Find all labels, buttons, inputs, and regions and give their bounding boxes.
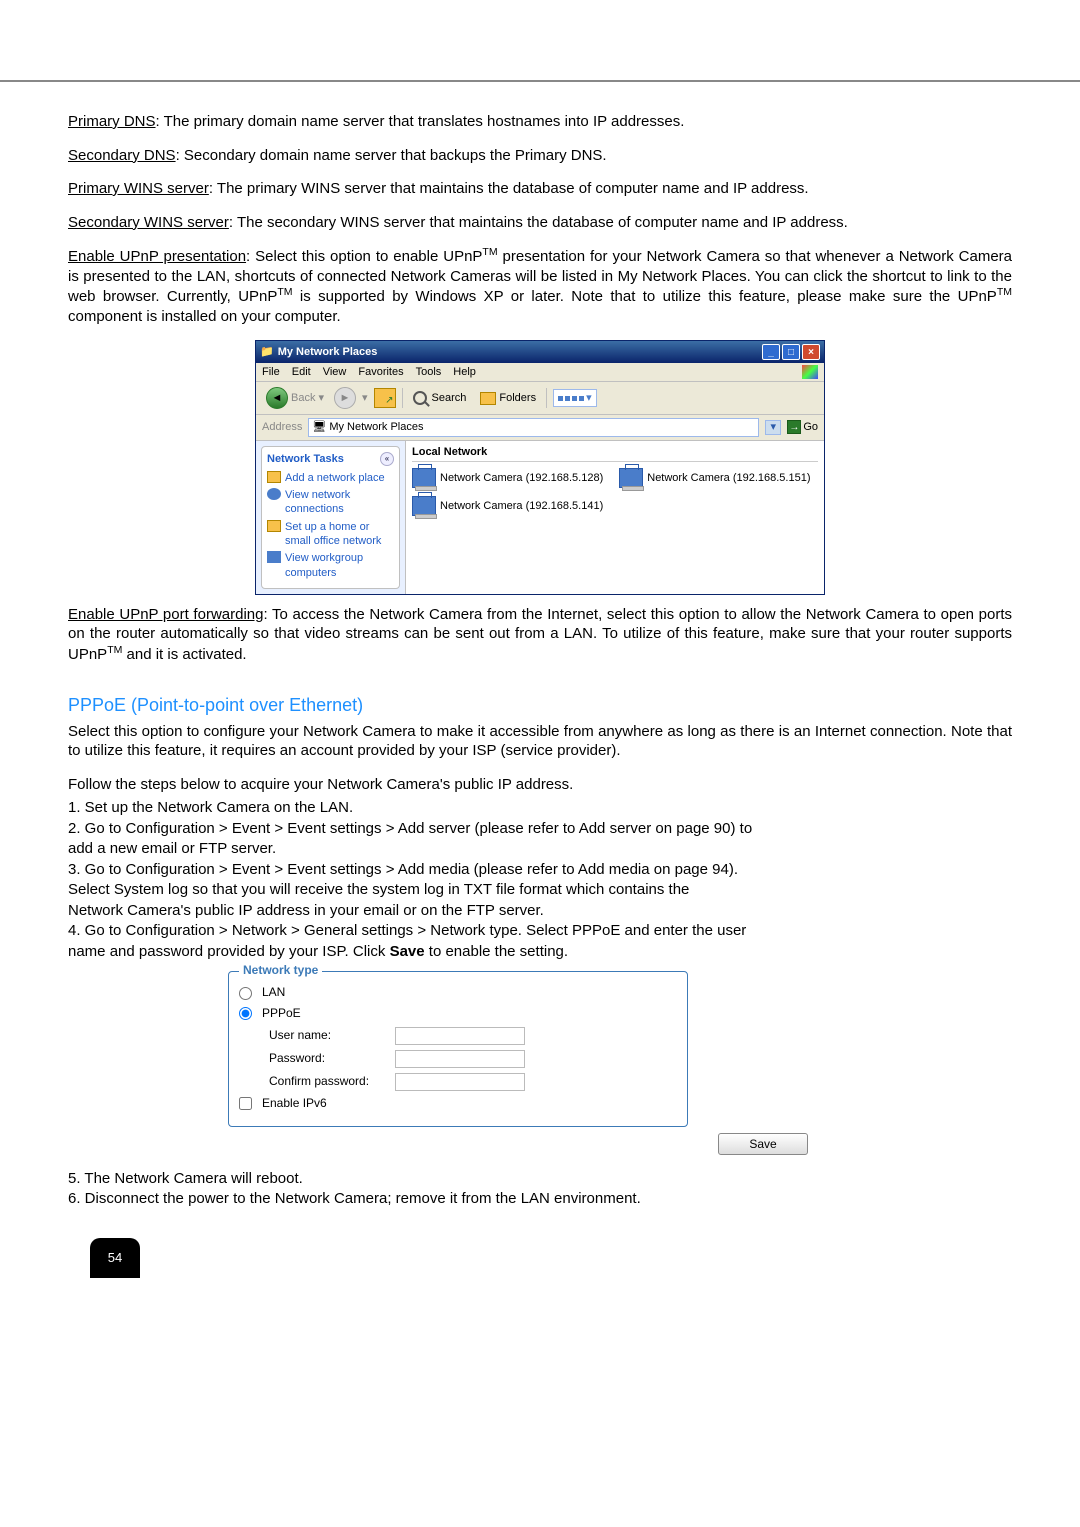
maximize-button[interactable]: □ (782, 344, 800, 360)
network-tasks-header[interactable]: Network Tasks « (267, 452, 394, 466)
window-titlebar[interactable]: 📁 My Network Places _ □ × (256, 341, 824, 363)
address-dropdown[interactable]: ▾ (765, 420, 781, 435)
save-button[interactable]: Save (718, 1133, 808, 1155)
primary-dns-text: : The primary domain name server that tr… (156, 113, 685, 130)
task-setup-network[interactable]: Set up a home or small office network (267, 520, 394, 549)
camera-icon (412, 468, 436, 488)
password-input[interactable] (395, 1050, 525, 1068)
menu-tools[interactable]: Tools (416, 365, 442, 379)
search-button[interactable]: Search (409, 390, 471, 406)
secondary-dns-text: : Secondary domain name server that back… (176, 147, 607, 164)
upnp-port-para: Enable UPnP port forwarding: To access t… (68, 605, 1012, 665)
my-network-places-window: 📁 My Network Places _ □ × File Edit View… (255, 340, 825, 595)
primary-dns-label: Primary DNS (68, 113, 156, 130)
secondary-wins-label: Secondary WINS server (68, 214, 229, 231)
secondary-dns-para: Secondary DNS: Secondary domain name ser… (68, 146, 1012, 166)
back-button[interactable]: ◄Back▾ (262, 386, 328, 410)
pppoe-intro: Select this option to configure your Net… (68, 722, 1012, 761)
camera-item[interactable]: Network Camera (192.168.5.141) (412, 496, 603, 516)
username-row: User name: (239, 1027, 677, 1045)
close-button[interactable]: × (802, 344, 820, 360)
password-row: Password: (239, 1050, 677, 1068)
windows-flag-icon (802, 365, 818, 379)
forward-button[interactable]: ► (334, 387, 356, 409)
address-bar: Address 🖥 My Network Places ▾ →Go (256, 415, 824, 440)
minimize-button[interactable]: _ (762, 344, 780, 360)
primary-wins-para: Primary WINS server: The primary WINS se… (68, 179, 1012, 199)
lan-option[interactable]: LAN (239, 985, 677, 1001)
primary-wins-text: : The primary WINS server that maintains… (209, 180, 809, 197)
pppoe-title: PPPoE (Point-to-point over Ethernet) (68, 694, 1012, 717)
address-field[interactable]: 🖥 My Network Places (308, 418, 759, 436)
confirm-row: Confirm password: (239, 1073, 677, 1091)
local-network-header: Local Network (412, 443, 818, 462)
address-value: My Network Places (329, 420, 423, 434)
menu-view[interactable]: View (323, 365, 347, 379)
upnp-presentation-para: Enable UPnP presentation: Select this op… (68, 246, 1012, 326)
folders-button[interactable]: Folders (476, 390, 540, 406)
menu-favorites[interactable]: Favorites (358, 365, 403, 379)
menu-file[interactable]: File (262, 365, 280, 379)
up-button[interactable] (374, 388, 396, 408)
secondary-dns-label: Secondary DNS (68, 147, 176, 164)
toolbar: ◄Back▾ ►▾ Search Folders ▾ (256, 382, 824, 415)
ipv6-row[interactable]: Enable IPv6 (239, 1096, 677, 1112)
lan-radio[interactable] (239, 987, 252, 1000)
pppoe-radio[interactable] (239, 1007, 252, 1020)
folder-add-icon (267, 471, 281, 483)
menu-bar: File Edit View Favorites Tools Help (256, 363, 824, 382)
pppoe-follow: Follow the steps below to acquire your N… (68, 775, 1012, 795)
main-pane: Local Network Network Camera (192.168.5.… (406, 441, 824, 594)
network-type-fieldset: Network type LAN PPPoE User name: Passwo… (228, 971, 688, 1127)
folder-icon (480, 392, 496, 405)
pppoe-option[interactable]: PPPoE (239, 1006, 677, 1022)
network-setup-icon (267, 520, 281, 532)
collapse-icon: « (380, 452, 394, 466)
upnp-port-label: Enable UPnP port forwarding (68, 606, 263, 623)
camera-item[interactable]: Network Camera (192.168.5.151) (619, 468, 810, 488)
go-button[interactable]: →Go (787, 420, 818, 434)
secondary-wins-text: : The secondary WINS server that maintai… (229, 214, 848, 231)
task-add-network-place[interactable]: Add a network place (267, 471, 394, 485)
window-icon: 📁 (260, 345, 274, 359)
globe-icon (267, 488, 281, 500)
primary-dns-para: Primary DNS: The primary domain name ser… (68, 112, 1012, 132)
upnp-pres-label: Enable UPnP presentation (68, 248, 246, 265)
fieldset-legend: Network type (239, 963, 322, 979)
menu-edit[interactable]: Edit (292, 365, 311, 379)
task-view-connections[interactable]: View network connections (267, 488, 394, 517)
pppoe-steps: 1. Set up the Network Camera on the LAN.… (68, 798, 1012, 961)
camera-icon (412, 496, 436, 516)
workgroup-icon (267, 551, 281, 563)
window-title: My Network Places (278, 345, 378, 359)
address-icon: 🖥 (312, 420, 326, 434)
camera-icon (619, 468, 643, 488)
camera-item[interactable]: Network Camera (192.168.5.128) (412, 468, 603, 488)
task-view-workgroup[interactable]: View workgroup computers (267, 551, 394, 580)
step6: 6. Disconnect the power to the Network C… (68, 1189, 1012, 1209)
username-input[interactable] (395, 1027, 525, 1045)
address-label: Address (262, 420, 302, 434)
page-number: 54 (90, 1238, 140, 1278)
views-button[interactable]: ▾ (553, 389, 597, 407)
search-icon (413, 391, 427, 405)
primary-wins-label: Primary WINS server (68, 180, 209, 197)
secondary-wins-para: Secondary WINS server: The secondary WIN… (68, 213, 1012, 233)
ipv6-checkbox[interactable] (239, 1097, 252, 1110)
step5: 5. The Network Camera will reboot. (68, 1169, 1012, 1189)
confirm-password-input[interactable] (395, 1073, 525, 1091)
menu-help[interactable]: Help (453, 365, 476, 379)
side-panel: Network Tasks « Add a network place View… (256, 441, 406, 594)
